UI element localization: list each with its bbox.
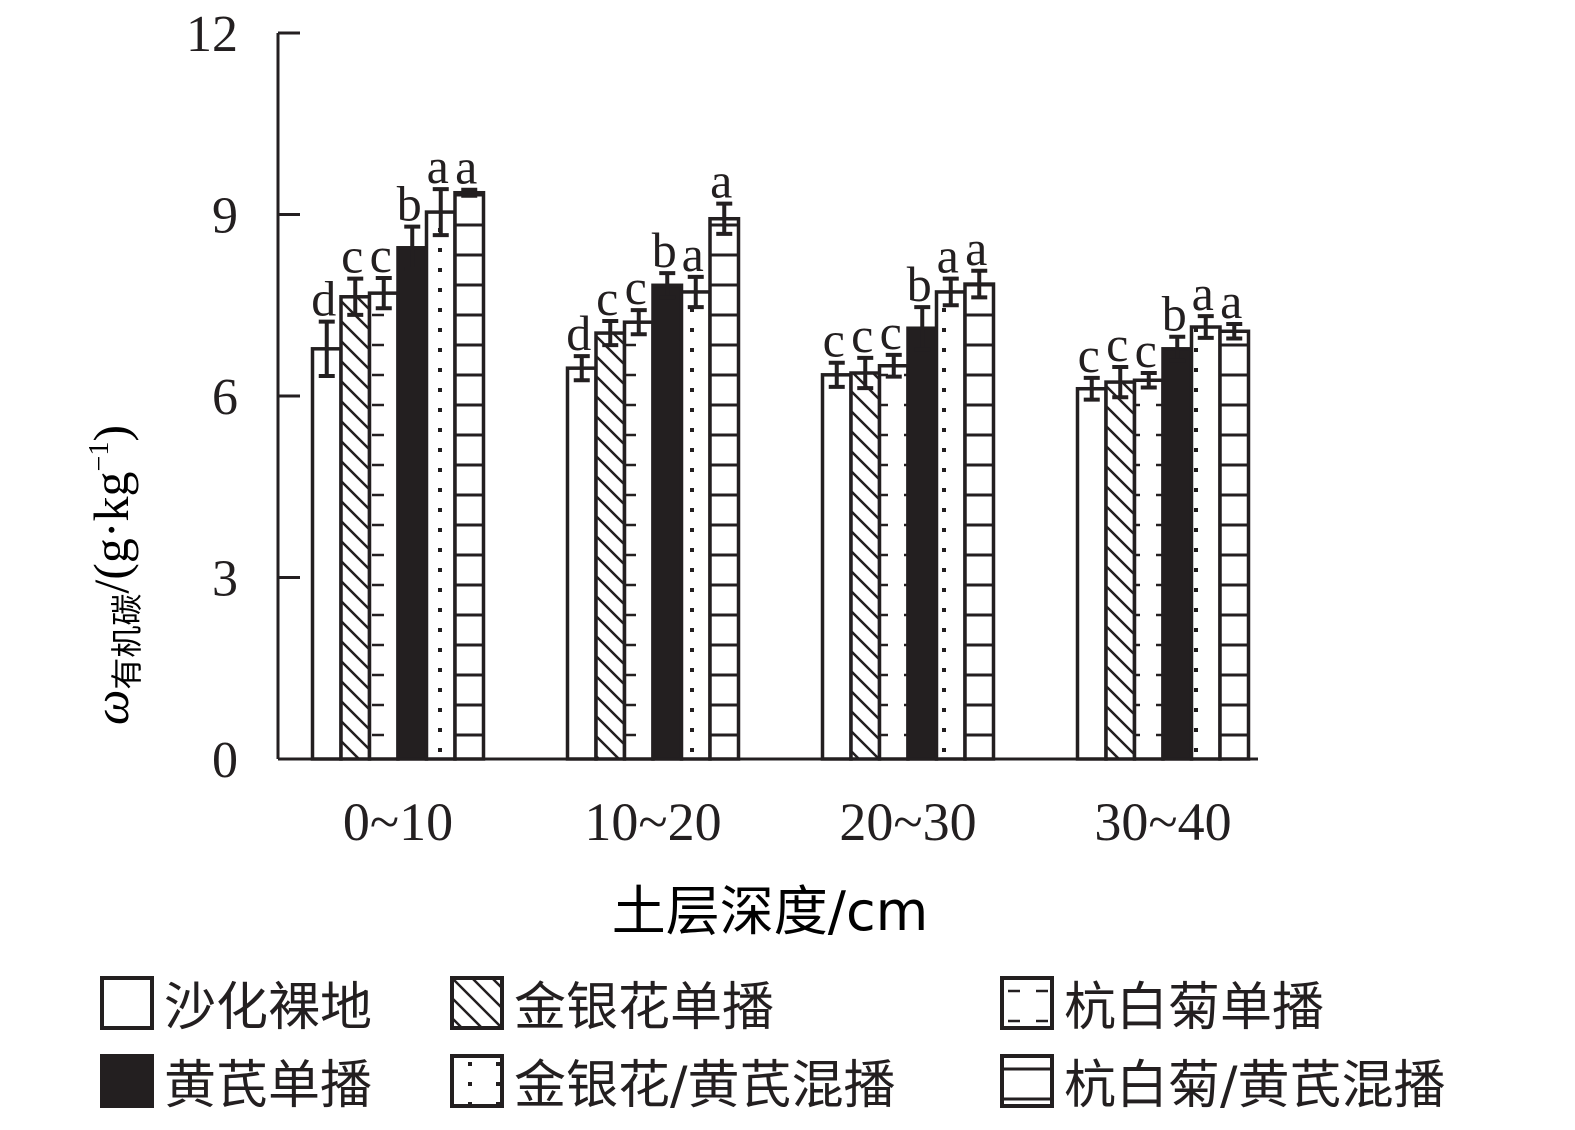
y-tick-label: 12 [186, 6, 238, 63]
significance-label: a [427, 138, 449, 194]
y-label-superscript: −1 [84, 442, 115, 472]
significance-label: b [397, 176, 422, 232]
significance-label: c [851, 307, 873, 363]
bar [310, 347, 343, 761]
significance-label: b [652, 222, 677, 278]
legend-label: 金银花单播 [514, 978, 775, 1038]
legend-label: 杭白菊单播 [1064, 978, 1325, 1038]
bar [963, 282, 996, 761]
significance-label: a [682, 226, 704, 282]
y-label-unit: /(g·kg [83, 471, 139, 593]
significance-label: a [1220, 273, 1242, 329]
x-tick-label: 30~40 [1094, 792, 1231, 852]
significance-label: a [937, 228, 959, 284]
bar [622, 320, 655, 761]
x-axis-label: 土层深度/cm [612, 880, 929, 943]
bar [1161, 347, 1194, 761]
bar [424, 210, 457, 761]
svg-text:ω有机碳/(g·kg−1): ω有机碳/(g·kg−1) [83, 425, 146, 725]
bar [339, 295, 372, 761]
legend-label: 金银花/黄芪混播 [514, 1056, 896, 1116]
significance-label: c [880, 304, 902, 360]
bar [453, 190, 486, 761]
significance-label: b [907, 256, 932, 312]
significance-label: a [1192, 265, 1214, 321]
significance-label: c [1078, 327, 1100, 383]
y-label-omega: ω [83, 690, 139, 725]
significance-label: a [965, 220, 987, 276]
significance-label: c [370, 227, 392, 283]
x-tick-label: 20~30 [839, 792, 976, 852]
significance-label: c [625, 259, 647, 315]
y-label-subscript: 有机碳 [108, 594, 146, 690]
legend-swatch [1000, 975, 1054, 1030]
bar [367, 291, 400, 761]
bar [708, 216, 741, 761]
legend-swatch [1000, 1053, 1054, 1108]
bar [934, 290, 967, 761]
legend-item: 金银花单播 [450, 965, 774, 1040]
significance-label: c [1135, 322, 1157, 378]
legend-swatch [450, 1053, 504, 1108]
y-tick-label: 3 [212, 551, 238, 608]
legend-swatch [100, 1053, 154, 1108]
significance-label: d [311, 271, 336, 327]
significance-label: c [596, 270, 618, 326]
bar [906, 326, 939, 761]
significance-label: d [566, 305, 591, 361]
bar [594, 331, 627, 761]
bar [396, 246, 429, 761]
legend-item: 沙化裸地 [100, 965, 372, 1040]
bar [1218, 329, 1251, 761]
y-tick-label: 6 [212, 369, 238, 426]
bar [565, 366, 598, 761]
bar [1104, 380, 1137, 761]
y-tick-label: 0 [212, 732, 238, 789]
bar [1075, 386, 1108, 761]
significance-label: a [710, 153, 732, 209]
bar [679, 290, 712, 761]
legend-swatch [450, 975, 504, 1030]
legend-swatch [100, 975, 154, 1030]
bar [651, 283, 684, 761]
y-label-close: ) [83, 425, 139, 442]
legend-item: 杭白菊单播 [1000, 965, 1324, 1040]
legend-item: 黄芪单播 [100, 1043, 372, 1118]
bar [1189, 325, 1222, 761]
significance-label: b [1162, 286, 1187, 342]
y-tick-label: 9 [212, 188, 238, 245]
x-tick-label: 10~20 [584, 792, 721, 852]
significance-label: c [823, 312, 845, 368]
y-axis-label: ω有机碳/(g·kg−1) [83, 425, 146, 725]
significance-label: a [455, 139, 477, 195]
bar [849, 371, 882, 761]
legend-label: 杭白菊/黄芪混播 [1064, 1056, 1446, 1116]
x-tick-label: 0~10 [343, 792, 453, 852]
legend-label: 沙化裸地 [164, 978, 373, 1038]
legend-item: 杭白菊/黄芪混播 [1000, 1043, 1446, 1118]
bar [1132, 378, 1165, 761]
legend-item: 金银花/黄芪混播 [450, 1043, 896, 1118]
significance-label: c [1106, 316, 1128, 372]
bar [820, 373, 853, 761]
bar [877, 364, 910, 761]
legend-label: 黄芪单播 [164, 1056, 373, 1116]
significance-label: c [341, 228, 363, 284]
